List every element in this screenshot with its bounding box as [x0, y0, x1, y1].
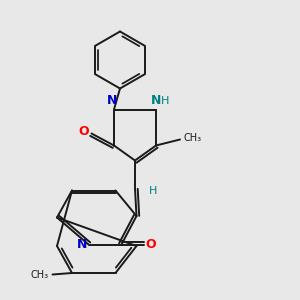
Text: N: N	[77, 238, 87, 251]
Text: N: N	[107, 94, 118, 107]
Text: H: H	[149, 185, 157, 196]
Text: CH₃: CH₃	[183, 133, 201, 143]
Text: CH₃: CH₃	[31, 269, 49, 280]
Text: O: O	[145, 238, 156, 251]
Text: O: O	[79, 125, 89, 139]
Text: N: N	[151, 94, 161, 107]
Text: H: H	[161, 95, 169, 106]
